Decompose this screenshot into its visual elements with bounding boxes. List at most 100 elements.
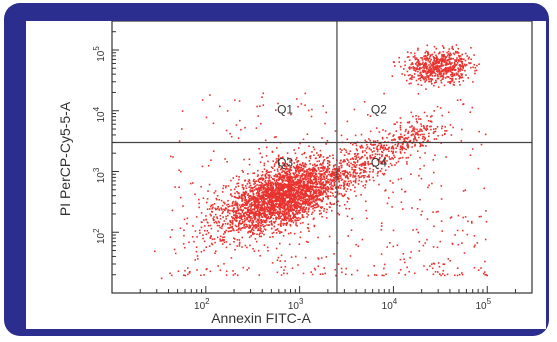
event-dot [292, 213, 295, 215]
event-dot [246, 208, 249, 211]
event-dot [303, 202, 305, 204]
event-dot [277, 198, 279, 200]
event-dot [315, 199, 317, 202]
event-dot [354, 169, 357, 171]
event-dot [480, 143, 483, 146]
event-dot [210, 205, 212, 208]
event-dot [478, 130, 480, 133]
event-dot [248, 195, 251, 198]
event-dot [303, 183, 305, 185]
event-dot [267, 202, 269, 204]
event-dot [245, 207, 248, 210]
event-dot [363, 101, 366, 103]
event-dot [260, 219, 262, 221]
event-dot [399, 128, 402, 131]
event-dot [218, 224, 220, 227]
event-dot [194, 193, 196, 196]
event-dot [257, 174, 259, 176]
event-dot [264, 184, 266, 186]
event-dot [434, 68, 437, 71]
event-dot [252, 212, 254, 215]
event-dot [407, 136, 410, 139]
event-dot [452, 65, 454, 67]
event-dot [403, 138, 405, 141]
event-dot [413, 135, 416, 137]
event-dot [357, 183, 360, 185]
event-dot [478, 215, 481, 218]
event-dot [354, 162, 357, 164]
event-dot [459, 55, 462, 57]
event-dot [301, 214, 304, 217]
event-dot [399, 136, 401, 138]
event-dot [450, 216, 453, 218]
event-dot [447, 76, 450, 78]
event-dot [241, 210, 243, 212]
event-dot [315, 178, 317, 180]
event-dot [272, 184, 275, 186]
event-dot [209, 94, 211, 96]
event-dot [461, 74, 463, 77]
event-dot [329, 179, 331, 181]
event-dot [429, 74, 431, 76]
event-dot [320, 154, 322, 157]
event-dot [276, 190, 279, 193]
event-dot [278, 166, 280, 168]
event-dot [276, 203, 278, 205]
event-dot [416, 58, 419, 61]
event-dot [212, 122, 215, 125]
event-dot [282, 156, 284, 158]
event-dot [234, 224, 237, 227]
event-dot [224, 209, 226, 212]
event-dot [177, 270, 180, 272]
event-dot [261, 232, 263, 235]
event-dot [215, 208, 217, 211]
event-dot [271, 199, 273, 202]
event-dot [431, 182, 433, 185]
event-dot [281, 193, 283, 195]
event-dot [242, 193, 245, 195]
event-dot [294, 181, 296, 184]
event-dot [238, 239, 241, 241]
event-dot [267, 179, 270, 182]
event-dot [308, 172, 311, 175]
event-dot [263, 213, 266, 216]
event-dot [272, 207, 274, 209]
event-dot [267, 160, 269, 163]
event-dot [393, 138, 396, 140]
event-dot [294, 186, 297, 189]
event-dot [332, 157, 334, 160]
event-dot [411, 146, 413, 148]
event-dot [247, 209, 250, 212]
event-dot [224, 202, 226, 205]
event-dot [368, 148, 371, 150]
event-dot [307, 203, 310, 205]
event-dot [358, 176, 361, 179]
event-dot [247, 230, 250, 233]
event-dot [398, 157, 400, 160]
event-dot [269, 185, 272, 187]
event-dot [308, 160, 311, 162]
event-dot [204, 225, 206, 227]
event-dot [276, 271, 279, 274]
event-dot [294, 216, 297, 219]
event-dot [381, 136, 384, 139]
event-dot [209, 213, 212, 216]
event-dot [188, 241, 190, 244]
event-dot [324, 191, 327, 194]
event-dot [305, 192, 308, 195]
event-dot [399, 117, 402, 119]
event-dot [385, 273, 387, 275]
event-dot [435, 138, 438, 140]
event-dot [299, 192, 302, 195]
event-dot [450, 71, 453, 74]
event-dot [309, 184, 312, 187]
event-dot [268, 221, 271, 223]
event-dot [277, 179, 280, 182]
event-dot [394, 164, 396, 166]
event-dot [394, 143, 397, 146]
event-dot [363, 169, 365, 172]
event-dot [365, 209, 367, 212]
event-dot [388, 156, 390, 158]
event-dot [277, 184, 280, 186]
event-dot [292, 184, 295, 187]
